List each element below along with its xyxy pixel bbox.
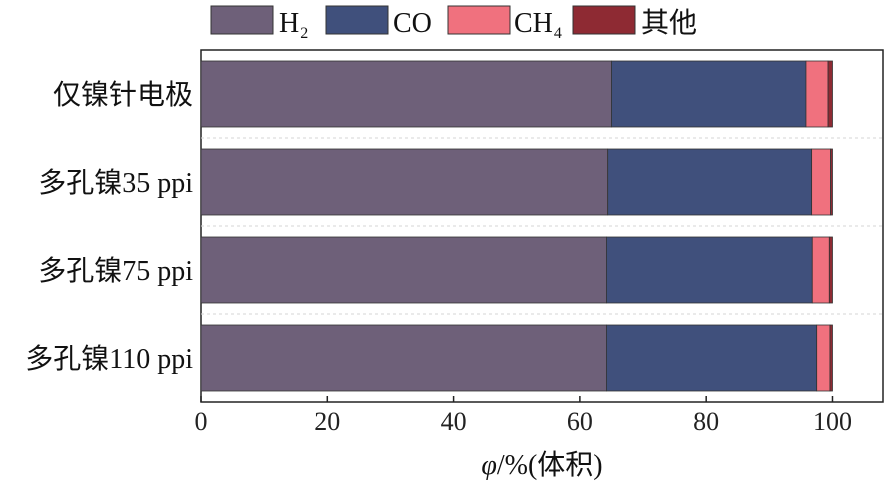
x-tick-label: 0 bbox=[195, 407, 208, 436]
x-axis-ticks: 0 20 40 60 80 100 bbox=[195, 396, 852, 436]
legend-label-4: 其他 bbox=[641, 7, 697, 39]
x-tick-label: 60 bbox=[567, 407, 593, 436]
bar-segment-1-3 bbox=[805, 60, 829, 128]
legend-swatch-3 bbox=[447, 5, 511, 35]
bar-segment-4-1 bbox=[200, 324, 607, 392]
legend-swatch-1 bbox=[210, 5, 274, 35]
x-tick-label: 40 bbox=[441, 407, 467, 436]
bar-segment-2-3 bbox=[811, 148, 831, 216]
legend-label-text: 其他 bbox=[641, 7, 697, 39]
bar-segment-4-4 bbox=[829, 324, 833, 392]
bar-segment-2-2 bbox=[607, 148, 813, 216]
legend-label-text: CO bbox=[393, 8, 432, 39]
category-label: 仅镍针电极 bbox=[53, 79, 193, 111]
bar-segment-4-3 bbox=[816, 324, 831, 392]
legend-label-text: H bbox=[279, 8, 299, 39]
bar-segment-1-2 bbox=[611, 60, 807, 128]
bar-segment-2-1 bbox=[200, 148, 609, 216]
legend-swatch-2 bbox=[325, 5, 389, 35]
bar-segment-1-1 bbox=[200, 60, 612, 128]
category-label: 多孔镍110 ppi bbox=[25, 343, 193, 375]
x-axis-unit: /%(体积) bbox=[497, 449, 603, 481]
x-tick-label: 100 bbox=[813, 407, 852, 436]
bar-segment-4-2 bbox=[606, 324, 818, 392]
legend-label-subscript: 4 bbox=[554, 25, 562, 42]
bar-segment-2-4 bbox=[830, 148, 833, 216]
bar-segment-1-4 bbox=[827, 60, 833, 128]
legend-swatch-4 bbox=[572, 5, 636, 35]
legend-label-text: CH bbox=[514, 8, 553, 39]
legend-label-1: H2 bbox=[279, 8, 308, 42]
bars bbox=[200, 60, 833, 392]
legend-label-2: CO bbox=[393, 8, 432, 39]
bar-segment-3-3 bbox=[811, 236, 830, 304]
category-label: 多孔镍35 ppi bbox=[38, 167, 193, 199]
x-axis-title: φ/%(体积) bbox=[481, 449, 602, 481]
category-label: 多孔镍75 ppi bbox=[38, 255, 193, 287]
legend: H2 CO CH4 其他 bbox=[210, 5, 697, 42]
bar-segment-3-2 bbox=[606, 236, 813, 304]
legend-label-3: CH4 bbox=[514, 8, 562, 42]
bar-segment-3-1 bbox=[200, 236, 607, 304]
x-tick-label: 80 bbox=[693, 407, 719, 436]
bar-segment-3-4 bbox=[828, 236, 833, 304]
x-axis-symbol: φ bbox=[481, 450, 497, 481]
x-tick-label: 20 bbox=[314, 407, 340, 436]
legend-label-subscript: 2 bbox=[300, 25, 308, 42]
